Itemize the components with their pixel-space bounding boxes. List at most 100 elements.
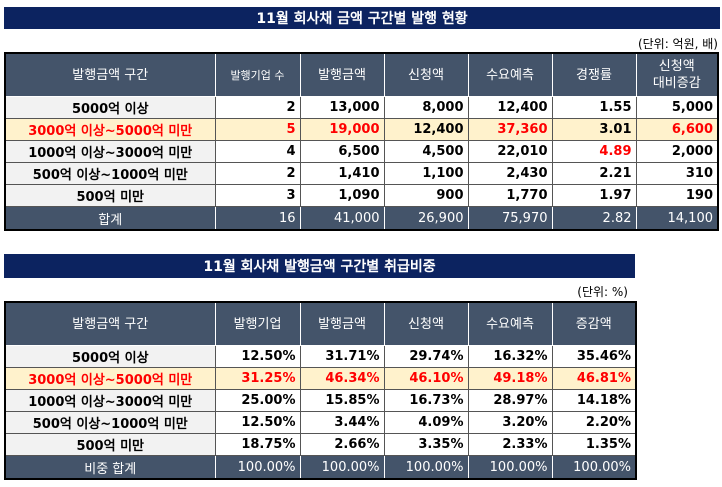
column-header: 신청액 [383,52,469,97]
cell-value: 22,010 [467,140,553,163]
total-value: 100.00% [214,455,301,480]
cell-value: 1,770 [467,184,553,207]
cell-value: 16.73% [383,389,469,412]
total-value: 100.00% [383,455,469,480]
table-row: 3000억 이상~5000억 미만 31.25% 46.34% 46.10% 49.18… [4,367,637,390]
total-value: 100.00% [299,455,385,480]
total-value: 75,970 [467,206,553,231]
table2-unit: (단위: %) [577,285,628,299]
table-row: 500억 이상~1000억 미만 12.50% 3.44% 4.09% 3.20% 2.2… [4,411,637,434]
total-row: 합계 16 41,000 26,900 75,970 2.82 14,100 [4,206,719,231]
cell-value: 19,000 [299,118,385,141]
cell-value: 46.81% [551,367,637,390]
total-label: 합계 [4,206,216,231]
table2-title: 11월 회사채 발행금액 구간별 취급비중 [4,254,635,278]
cell-value: 2,000 [635,140,719,163]
table-row: 500억 이상~1000억 미만 2 1,410 1,100 2,430 2.21 310 [4,162,719,185]
cell-value: 1,100 [383,162,469,185]
cell-value: 2.20% [551,411,637,434]
table-row: 5000억 이상 2 13,000 8,000 12,400 1.55 5,000 [4,96,719,119]
cell-value: 1,410 [299,162,385,185]
range-label: 1000억 이상~3000억 미만 [4,140,216,163]
cell-value: 2.33% [467,433,553,456]
cell-value: 1.55 [551,96,637,119]
total-value: 100.00% [467,455,553,480]
column-header: 발행금액 [299,301,385,346]
cell-value: 4,500 [383,140,469,163]
cell-value: 3.20% [467,411,553,434]
range-label: 3000억 이상~5000억 미만 [4,367,216,390]
total-value: 14,100 [635,206,719,231]
share-table: 발행금액 구간 발행기업 발행금액 신청액 수요예측 증감액 5000억 이상 12.50% 3… [4,301,637,480]
cell-value: 6,600 [635,118,719,141]
total-row: 비중 합계 100.00% 100.00% 100.00% 100.00% 100.00% [4,455,637,480]
issuance-status-table: 발행금액 구간 발행기업 수 발행금액 신청액 수요예측 경쟁률 신청액 대비증감 5000억… [4,52,719,231]
total-value: 100.00% [551,455,637,480]
cell-value: 3.01 [551,118,637,141]
column-header: 발행금액 [299,52,385,97]
column-header: 신청액 [383,301,469,346]
cell-value: 31.71% [299,345,385,368]
cell-value: 310 [635,162,719,185]
table1-title: 11월 회사채 금액 구간별 발행 현황 [4,7,720,29]
column-header: 수요예측 [467,52,553,97]
cell-value: 2.66% [299,433,385,456]
cell-value: 13,000 [299,96,385,119]
table-row: 500억 미만 3 1,090 900 1,770 1.97 190 [4,184,719,207]
cell-value: 12.50% [214,411,301,434]
column-header: 증감액 [551,301,637,346]
cell-value: 15.85% [299,389,385,412]
cell-value: 2.21 [551,162,637,185]
cell-value: 4 [214,140,301,163]
cell-value: 12.50% [214,345,301,368]
cell-value: 14.18% [551,389,637,412]
range-label: 5000억 이상 [4,345,216,368]
column-header: 발행금액 구간 [4,301,216,346]
range-label: 3000억 이상~5000억 미만 [4,118,216,141]
column-header: 수요예측 [467,301,553,346]
total-label: 비중 합계 [4,455,216,480]
cell-value: 5 [214,118,301,141]
cell-value: 4.09% [383,411,469,434]
table-row: 1000억 이상~3000억 미만 4 6,500 4,500 22,010 4.89 2,… [4,140,719,163]
cell-value: 1.97 [551,184,637,207]
range-label: 500억 미만 [4,433,216,456]
cell-value: 12,400 [383,118,469,141]
header-row: 발행금액 구간 발행기업 수 발행금액 신청액 수요예측 경쟁률 신청액 대비증감 [4,52,719,97]
cell-value: 35.46% [551,345,637,368]
cell-value: 6,500 [299,140,385,163]
cell-value: 3 [214,184,301,207]
cell-value: 3.44% [299,411,385,434]
cell-value: 37,360 [467,118,553,141]
cell-value: 8,000 [383,96,469,119]
cell-value: 18.75% [214,433,301,456]
cell-value: 5,000 [635,96,719,119]
range-label: 500억 이상~1000억 미만 [4,162,216,185]
total-value: 16 [214,206,301,231]
column-header: 발행기업 [214,301,301,346]
total-value: 41,000 [299,206,385,231]
column-header: 신청액 대비증감 [635,52,719,97]
range-label: 500억 미만 [4,184,216,207]
table1-unit: (단위: 억원, 배) [637,37,718,51]
table-row: 3000억 이상~5000억 미만 5 19,000 12,400 37,360 3.01… [4,118,719,141]
table-row: 1000억 이상~3000억 미만 25.00% 15.85% 16.73% 28.97… [4,389,637,412]
total-value: 26,900 [383,206,469,231]
cell-value: 4.89 [551,140,637,163]
cell-value: 46.34% [299,367,385,390]
cell-value: 1.35% [551,433,637,456]
column-header: 발행금액 구간 [4,52,216,97]
column-header: 경쟁률 [551,52,637,97]
range-label: 1000억 이상~3000억 미만 [4,389,216,412]
cell-value: 28.97% [467,389,553,412]
cell-value: 25.00% [214,389,301,412]
cell-value: 190 [635,184,719,207]
cell-value: 31.25% [214,367,301,390]
cell-value: 29.74% [383,345,469,368]
cell-value: 900 [383,184,469,207]
table-row: 500억 미만 18.75% 2.66% 3.35% 2.33% 1.35% [4,433,637,456]
cell-value: 3.35% [383,433,469,456]
column-header: 발행기업 수 [214,52,301,97]
cell-value: 2,430 [467,162,553,185]
cell-value: 46.10% [383,367,469,390]
